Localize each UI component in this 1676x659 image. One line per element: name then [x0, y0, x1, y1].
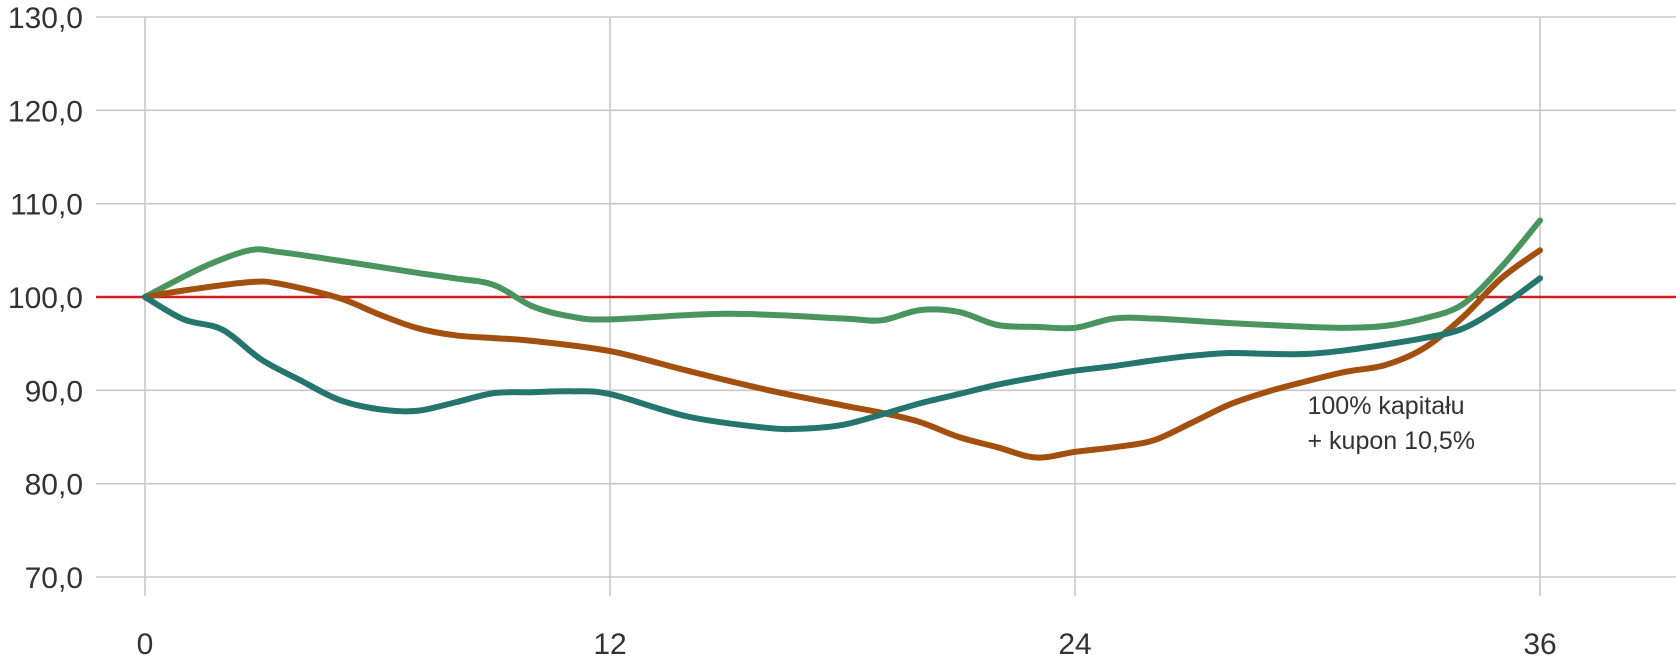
- y-tick-label: 100,0: [8, 282, 83, 315]
- y-tick-label: 80,0: [25, 469, 83, 502]
- series-line-1: [142, 217, 1543, 332]
- x-tick-label: 36: [1523, 628, 1556, 659]
- series-group: [142, 217, 1543, 461]
- x-tick-label: 24: [1058, 628, 1091, 659]
- annotation-line-2: + kupon 10,5%: [1308, 427, 1476, 455]
- y-tick-label: 70,0: [25, 562, 83, 595]
- y-tick-label: 90,0: [25, 375, 83, 408]
- x-axis-ticks: 0 12 24 36: [137, 628, 1557, 659]
- series-line-2: [142, 247, 1543, 461]
- y-axis-ticks: 70,0 80,0 90,0 100,0 110,0 120,0 130,0: [8, 2, 83, 595]
- x-tick-label: 12: [593, 628, 626, 659]
- series-line-3: [142, 275, 1543, 433]
- x-tick-label: 0: [137, 628, 154, 659]
- annotation-text: 100% kapitału + kupon 10,5%: [1308, 392, 1476, 455]
- y-tick-label: 120,0: [8, 95, 83, 128]
- annotation-line-1: 100% kapitału: [1308, 392, 1465, 420]
- grid: [96, 16, 1676, 596]
- y-tick-label: 130,0: [8, 2, 83, 35]
- y-tick-label: 110,0: [10, 189, 83, 222]
